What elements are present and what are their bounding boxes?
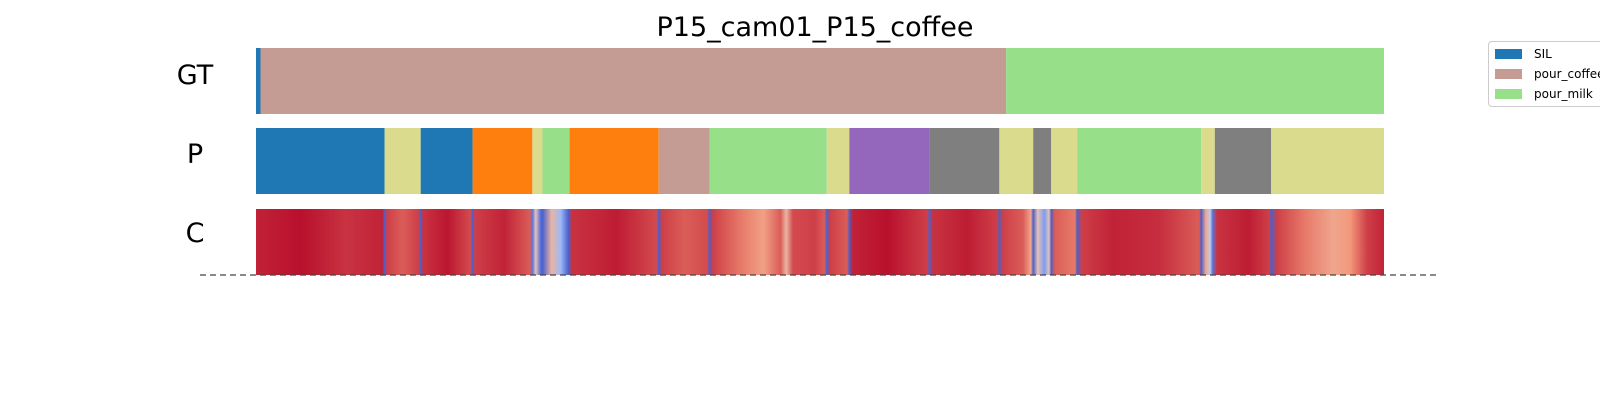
legend-item-pour-coffee: pour_coffee xyxy=(1495,66,1600,82)
legend: SIL pour_coffee pour_milk xyxy=(1488,41,1600,107)
prediction-row xyxy=(256,128,1384,194)
segment-p-1-olive xyxy=(384,128,421,194)
legend-label-pour-coffee: pour_coffee xyxy=(1534,67,1600,81)
legend-swatch-sil xyxy=(1495,49,1522,59)
legend-label-pour-milk: pour_milk xyxy=(1534,87,1593,101)
legend-item-pour-milk: pour_milk xyxy=(1495,86,1593,102)
segment-p-15-pour-milk xyxy=(1077,128,1202,194)
segment-p-12-olive xyxy=(999,128,1034,194)
segment-p-17-gray xyxy=(1214,128,1272,194)
confidence-strip xyxy=(256,209,1384,275)
row-label-c: C xyxy=(185,218,205,249)
chart-title: P15_cam01_P15_coffee xyxy=(656,12,974,43)
segment-p-0-sil xyxy=(256,128,385,194)
segment-p-13-gray xyxy=(1033,128,1052,194)
segment-p-3-orange xyxy=(472,128,533,194)
segment-p-18-olive xyxy=(1271,128,1384,194)
segment-gt-2-pour-milk xyxy=(1006,48,1384,114)
gt-row xyxy=(256,48,1384,114)
segment-p-5-pour-milk xyxy=(542,128,570,194)
segment-p-7-pour-coffee xyxy=(658,128,710,194)
segment-p-16-olive xyxy=(1201,128,1215,194)
legend-label-sil: SIL xyxy=(1534,47,1552,61)
legend-item-sil: SIL xyxy=(1495,46,1552,62)
row-label-p: P xyxy=(186,139,204,170)
segment-p-6-orange xyxy=(569,128,659,194)
segment-p-2-sil xyxy=(420,128,473,194)
segment-gt-0-sil xyxy=(256,48,261,114)
segment-p-10-purple xyxy=(849,128,930,194)
segment-p-14-olive xyxy=(1051,128,1078,194)
legend-swatch-pour-coffee xyxy=(1495,69,1522,79)
segment-gt-1-pour-coffee xyxy=(260,48,1007,114)
segment-p-11-gray xyxy=(929,128,1000,194)
segment-p-8-pour-milk xyxy=(709,128,827,194)
legend-swatch-pour-milk xyxy=(1495,89,1522,99)
row-label-gt: GT xyxy=(176,60,214,91)
confidence-row xyxy=(256,209,1384,275)
segment-p-9-olive xyxy=(826,128,850,194)
segment-p-4-olive xyxy=(532,128,543,194)
